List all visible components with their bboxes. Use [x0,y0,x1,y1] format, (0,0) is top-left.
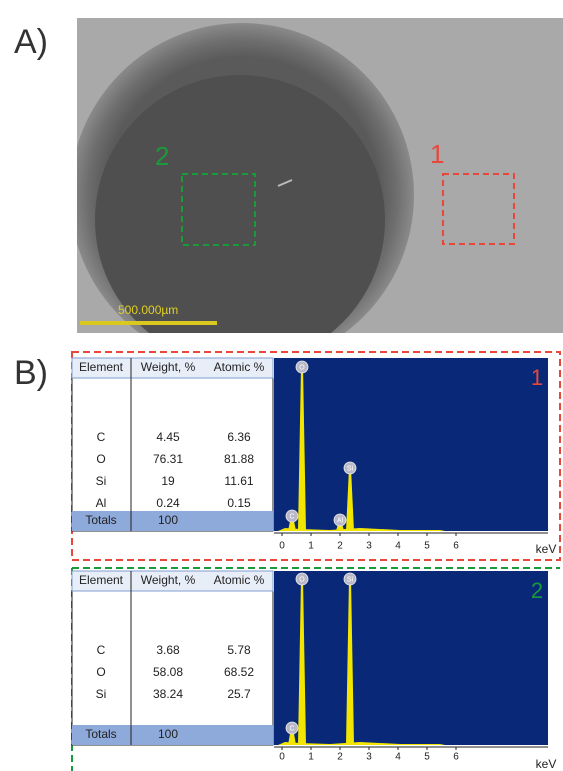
spectrum-plot [274,358,548,531]
table-cell: C [97,430,106,444]
table-cell: 68.52 [224,665,254,679]
table-totals: 100 [158,727,178,741]
table-header: Atomic % [214,573,265,587]
x-tick-label: 4 [395,752,401,763]
table-cell: 5.78 [227,643,251,657]
peak-label: O [299,576,305,583]
peak-label: Si [347,576,354,583]
table-cell: 25.7 [227,687,251,701]
table-cell: O [96,665,105,679]
table-header: Atomic % [214,360,265,374]
x-unit: keV [536,542,557,556]
region-label: 2 [155,141,169,171]
spectrum-label: 2 [531,578,543,603]
table-cell: 81.88 [224,452,254,466]
table-cell: 3.68 [156,643,180,657]
table-cell: 6.36 [227,430,251,444]
table-totals: Totals [85,513,116,527]
region-label: 1 [430,139,444,169]
x-tick-label: 5 [424,752,430,763]
table-header: Element [79,360,124,374]
x-tick-label: 6 [453,752,459,763]
x-tick-label: 5 [424,541,430,552]
table-cell: 0.15 [227,496,251,510]
table-cell: 76.31 [153,452,183,466]
table-cell: Si [96,687,107,701]
x-tick-label: 6 [453,541,459,552]
scale-bar-label: 500.000µm [118,303,178,317]
table-header: Weight, % [141,360,196,374]
table-cell: C [97,643,106,657]
table-frame [72,571,273,745]
spectrum-label: 1 [531,365,543,390]
peak-label: Al [337,517,344,524]
table-totals: Totals [85,727,116,741]
peak-label: Si [347,465,354,472]
table-cell: Al [96,496,107,510]
peak-label: C [289,513,294,520]
x-tick-label: 3 [366,541,372,552]
table-cell: 0.24 [156,496,180,510]
x-tick-label: 0 [279,752,285,763]
table-cell: O [96,452,105,466]
peak-label: O [299,364,305,371]
x-tick-label: 3 [366,752,372,763]
panel-label: A) [14,23,48,61]
table-totals: 100 [158,513,178,527]
x-tick-label: 2 [337,541,343,552]
table-cell: 4.45 [156,430,180,444]
table-cell: 58.08 [153,665,183,679]
table-header: Element [79,573,124,587]
spectrum-plot [274,571,548,745]
x-tick-label: 2 [337,752,343,763]
table-cell: 11.61 [224,474,253,488]
table-cell: Si [96,474,107,488]
panel-label: B) [14,354,48,392]
figure: A) 2 1 500.000µm B) Element Weight, % Atom… [0,0,563,771]
x-tick-label: 1 [308,541,314,552]
x-tick-label: 0 [279,541,285,552]
x-tick-label: 4 [395,541,401,552]
table-header: Weight, % [141,573,196,587]
x-tick-label: 1 [308,752,314,763]
table-cell: 38.24 [153,687,183,701]
x-unit: keV [536,757,557,771]
table-cell: 19 [161,474,175,488]
peak-label: C [289,725,294,732]
sem-image: 2 1 500.000µm [70,18,563,367]
